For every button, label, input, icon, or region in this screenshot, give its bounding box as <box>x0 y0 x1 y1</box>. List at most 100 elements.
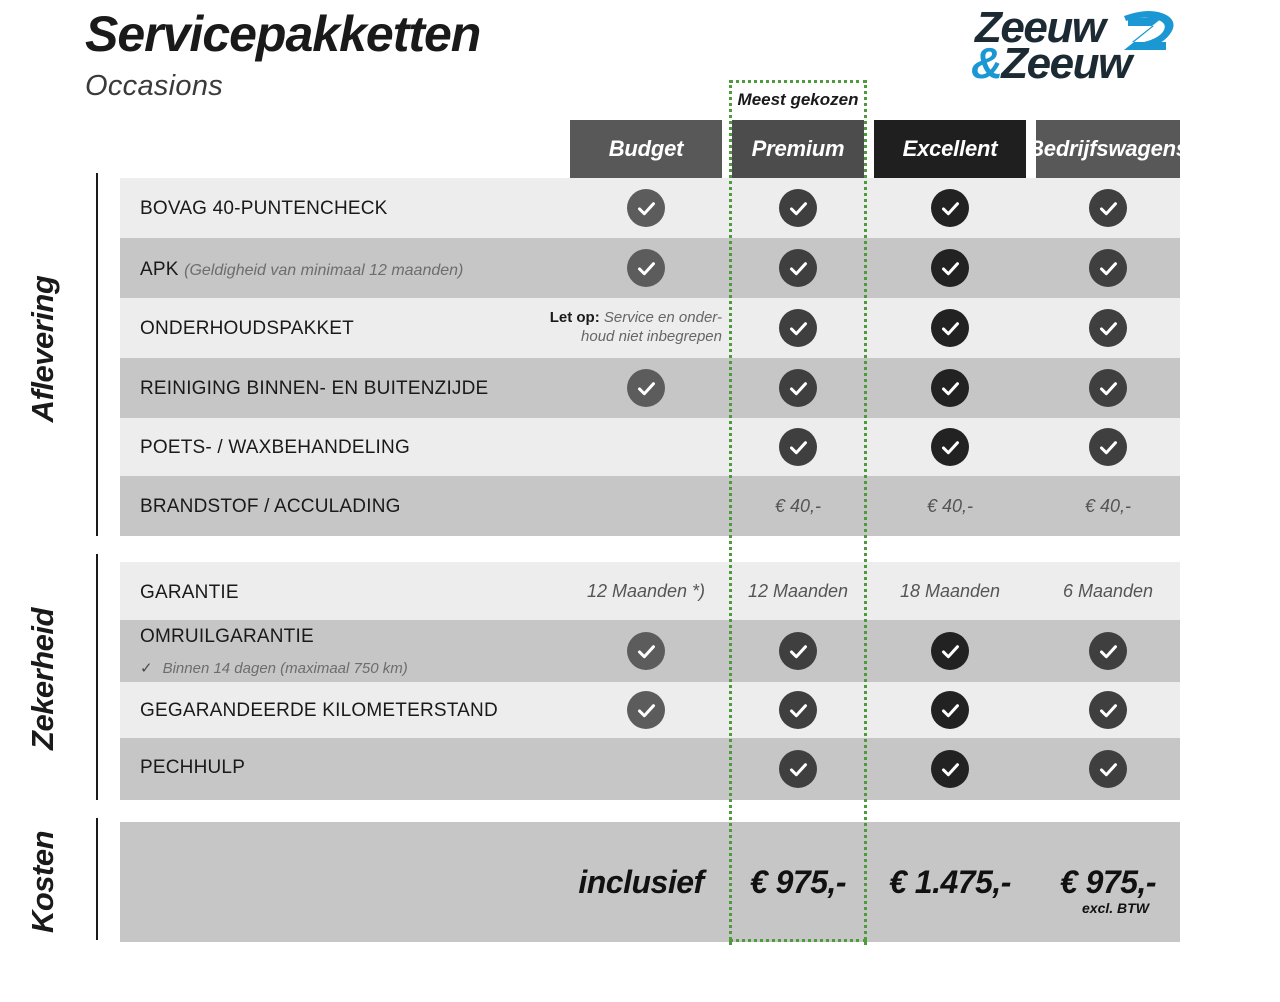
row-sublabel-text: Binnen 14 dagen (maximaal 750 km) <box>162 660 408 677</box>
cell-omruilgarantie-budget <box>570 620 722 682</box>
cell-omruilgarantie-excellent <box>874 620 1026 682</box>
check-icon <box>779 309 817 347</box>
check-icon <box>931 189 969 227</box>
check-icon <box>931 691 969 729</box>
cell-onderhoudspakket-excellent <box>874 298 1026 358</box>
page-header: Servicepakketten Occasions Zeeuw &Zeeuw <box>0 0 1280 118</box>
cell-garantie-excellent: 18 Maanden <box>874 562 1026 620</box>
cell-note: Let op: Service en onder-houd niet inbeg… <box>550 309 722 347</box>
check-icon <box>627 691 665 729</box>
row-label-text: REINIGING BINNEN- EN BUITENZIJDE <box>140 378 489 399</box>
cell-value: € 40,- <box>926 495 974 516</box>
cell-pechhulp-bedrijfswagens <box>1036 738 1180 800</box>
price-value: € 975,- <box>749 863 847 900</box>
cell-kilometerstand-excellent <box>874 682 1026 738</box>
cell-onderhoudspakket-premium <box>732 298 864 358</box>
page-subtitle: Occasions <box>85 70 224 102</box>
cell-value: € 40,- <box>774 495 822 516</box>
cell-kilometerstand-budget <box>570 682 722 738</box>
row-label-text: APK <box>140 259 179 280</box>
row-label-kilometerstand: GEGARANDEERDE KILOMETERSTAND <box>140 700 498 722</box>
cell-kilometerstand-bedrijfswagens <box>1036 682 1180 738</box>
row-band <box>120 298 1180 358</box>
check-icon <box>779 189 817 227</box>
row-band <box>120 562 1180 620</box>
logo-swoosh-icon <box>1124 11 1174 50</box>
cell-pechhulp-budget <box>570 738 722 800</box>
logo-ampersand: & <box>971 39 1003 88</box>
cell-omruilgarantie-premium <box>732 620 864 682</box>
cell-value: 6 Maanden <box>1062 580 1154 601</box>
cell-reiniging-budget <box>570 358 722 418</box>
row-label-note: (Geldigheid van minimaal 12 maanden) <box>184 262 464 279</box>
check-icon <box>627 369 665 407</box>
cell-apk-bedrijfswagens <box>1036 238 1180 298</box>
cell-pechhulp-excellent <box>874 738 1026 800</box>
cell-apk-budget <box>570 238 722 298</box>
column-header-premium[interactable]: Premium <box>732 120 864 178</box>
price-vat-note: excl. BTW <box>1082 900 1149 916</box>
row-label-garantie: GARANTIE <box>140 582 239 604</box>
check-icon <box>1089 189 1127 227</box>
cell-omruilgarantie-bedrijfswagens <box>1036 620 1180 682</box>
row-sublabel-omruilgarantie: ✓ Binnen 14 dagen (maximaal 750 km) <box>140 659 408 677</box>
price-premium: € 975,- <box>732 822 864 942</box>
cell-reiniging-excellent <box>874 358 1026 418</box>
price-bedrijfswagens: € 975,- <box>1036 822 1180 942</box>
most-chosen-badge: Meest gekozen <box>737 90 859 109</box>
check-icon <box>627 249 665 287</box>
cell-value: 12 Maanden *) <box>586 580 706 601</box>
cell-brandstof-premium: € 40,- <box>732 476 864 536</box>
check-icon <box>779 750 817 788</box>
row-label-text: OMRUILGARANTIE <box>140 626 314 647</box>
cell-poets-excellent <box>874 418 1026 476</box>
cell-value: 12 Maanden <box>747 580 849 601</box>
row-label-poets: POETS- / WAXBEHANDELING <box>140 437 410 459</box>
cell-reiniging-bedrijfswagens <box>1036 358 1180 418</box>
row-label-brandstof: BRANDSTOF / ACCULADING <box>140 496 401 518</box>
cell-kilometerstand-premium <box>732 682 864 738</box>
logo-line-2: &Zeeuw <box>971 39 1132 88</box>
company-logo: Zeeuw &Zeeuw <box>971 6 1175 86</box>
check-icon <box>1089 369 1127 407</box>
row-label-text: PECHHULP <box>140 757 246 778</box>
check-icon <box>931 750 969 788</box>
cell-reiniging-premium <box>732 358 864 418</box>
page-title: Servicepakketten <box>85 6 481 62</box>
check-icon <box>931 249 969 287</box>
column-header-bedrijfswagens[interactable]: Bedrijfswagens <box>1028 120 1188 178</box>
check-icon <box>931 309 969 347</box>
section-rule-zekerheid <box>96 554 98 800</box>
check-icon <box>627 632 665 670</box>
column-header-budget[interactable]: Budget <box>570 120 722 178</box>
cell-poets-budget <box>570 418 722 476</box>
check-icon <box>1089 632 1127 670</box>
row-label-reiniging: REINIGING BINNEN- EN BUITENZIJDE <box>140 378 488 400</box>
row-band <box>120 418 1180 476</box>
logo-line-2-text: Zeeuw <box>1001 39 1132 88</box>
cell-brandstof-excellent: € 40,- <box>874 476 1026 536</box>
column-header-excellent[interactable]: Excellent <box>874 120 1026 178</box>
row-label-text: BOVAG 40-PUNTENCHECK <box>140 198 388 219</box>
price-value: € 1.475,- <box>889 863 1011 900</box>
check-icon <box>1089 309 1127 347</box>
check-icon <box>1089 750 1127 788</box>
price-excellent: € 1.475,- <box>874 822 1026 942</box>
cell-onderhoudspakket-bedrijfswagens <box>1036 298 1180 358</box>
cell-bovag-excellent <box>874 178 1026 238</box>
section-rule-kosten <box>96 818 98 940</box>
check-icon <box>779 428 817 466</box>
row-label-apk: APK (Geldigheid van minimaal 12 maanden) <box>140 259 463 281</box>
packages-table: Budget Premium Excellent Bedrijfswagens … <box>120 0 1190 960</box>
cell-garantie-budget: 12 Maanden *) <box>570 562 722 620</box>
check-mark-icon: ✓ <box>140 660 153 677</box>
row-label-bovag: BOVAG 40-PUNTENCHECK <box>140 198 388 220</box>
check-icon <box>1089 249 1127 287</box>
section-label-aflevering: Aflevering <box>25 275 60 423</box>
legal-disclaimer: Het Excellent-servicepakket kan uitsluit… <box>1190 0 1280 960</box>
cell-bovag-bedrijfswagens <box>1036 178 1180 238</box>
section-rule-aflevering <box>96 173 98 536</box>
check-icon <box>931 428 969 466</box>
cell-bovag-premium <box>732 178 864 238</box>
cell-brandstof-bedrijfswagens: € 40,- <box>1036 476 1180 536</box>
